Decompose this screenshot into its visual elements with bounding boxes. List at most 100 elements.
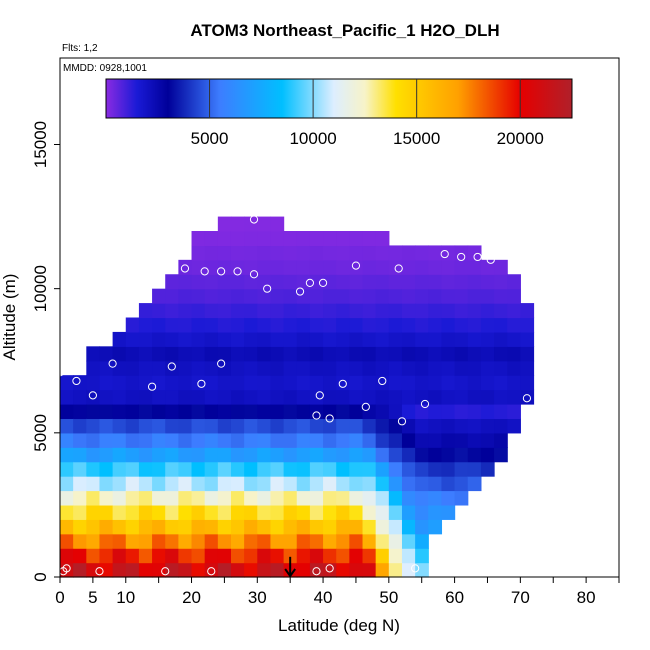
heatmap-cell xyxy=(99,562,114,578)
heatmap-cell xyxy=(480,404,495,420)
heatmap-cell xyxy=(112,476,127,492)
observation-point xyxy=(95,567,104,576)
heatmap-cell xyxy=(309,231,324,247)
heatmap-cell xyxy=(323,259,337,275)
heatmap-cell xyxy=(217,317,232,333)
heatmap-cell xyxy=(99,346,114,362)
heatmap-cell xyxy=(165,375,179,391)
heatmap-cell xyxy=(388,274,403,290)
observation-point xyxy=(325,414,334,423)
heatmap-cell xyxy=(191,389,206,405)
heatmap-cell xyxy=(125,389,140,405)
heatmap-cell xyxy=(415,346,429,362)
heatmap-cell xyxy=(270,274,285,290)
x-tick-label: 80 xyxy=(577,588,596,607)
heatmap-cell xyxy=(270,375,285,391)
heatmap-cell xyxy=(244,303,258,319)
heatmap-cell xyxy=(86,418,101,434)
heatmap-cell xyxy=(349,432,364,448)
heatmap-cell xyxy=(283,231,298,247)
heatmap-cell xyxy=(178,476,193,492)
heatmap-cell xyxy=(204,317,219,333)
heatmap-cell xyxy=(467,375,482,391)
heatmap-cell xyxy=(125,331,140,347)
heatmap-cell xyxy=(362,317,377,333)
heatmap-cell xyxy=(428,461,443,477)
heatmap-cell xyxy=(415,303,429,319)
heatmap-cell xyxy=(309,519,324,535)
heatmap-cell xyxy=(309,562,324,578)
heatmap-cell xyxy=(336,490,350,506)
heatmap-cell xyxy=(230,447,245,463)
heatmap-cell xyxy=(283,274,298,290)
heatmap-cell xyxy=(375,259,390,275)
heatmap-cell xyxy=(191,404,206,420)
heatmap-cell xyxy=(349,533,364,549)
heatmap-cell xyxy=(507,274,521,290)
heatmap-cell xyxy=(125,562,140,578)
heatmap-cell xyxy=(323,418,337,434)
heatmap-cell xyxy=(349,548,364,564)
heatmap-cell xyxy=(178,562,193,578)
heatmap-cell xyxy=(480,375,495,391)
heatmap-cell xyxy=(244,216,258,232)
heatmap-cell xyxy=(467,346,482,362)
heatmap-cell xyxy=(454,346,469,362)
heatmap-cell xyxy=(375,548,390,564)
colorbar-tick-label: 20000 xyxy=(497,129,544,148)
heatmap-cell xyxy=(191,447,206,463)
heatmap-cell xyxy=(388,476,403,492)
heatmap-cell xyxy=(296,389,311,405)
observation-point xyxy=(411,564,420,573)
heatmap-cell xyxy=(257,519,272,535)
heatmap-cell xyxy=(401,317,416,333)
heatmap-cell xyxy=(152,533,166,549)
heatmap-cell xyxy=(152,476,166,492)
heatmap-cell xyxy=(217,490,232,506)
heatmap-cell xyxy=(441,476,456,492)
heatmap-cell xyxy=(323,317,337,333)
heatmap-cell xyxy=(178,375,193,391)
heatmap-cell xyxy=(191,432,206,448)
heatmap-cell xyxy=(244,548,258,564)
heatmap-cell xyxy=(467,331,482,347)
heatmap-cell xyxy=(375,519,390,535)
heatmap-cell xyxy=(441,346,456,362)
heatmap-cell xyxy=(323,245,337,261)
x-tick-label: 60 xyxy=(445,588,464,607)
heatmap-cell xyxy=(257,245,272,261)
heatmap-cell xyxy=(217,231,232,247)
heatmap-cell xyxy=(165,389,179,405)
heatmap-cell xyxy=(270,216,285,232)
heatmap-cell xyxy=(178,274,193,290)
heatmap-cell xyxy=(257,461,272,477)
heatmap-cell xyxy=(401,519,416,535)
heatmap-cell xyxy=(230,331,245,347)
heatmap-cell xyxy=(415,274,429,290)
heatmap-cell xyxy=(415,360,429,376)
heatmap-cell xyxy=(309,360,324,376)
heatmap-cell xyxy=(191,231,206,247)
heatmap-cell xyxy=(494,288,508,304)
y-tick-label: 0 xyxy=(31,572,50,581)
heatmap-cell xyxy=(336,447,350,463)
observation-point xyxy=(88,391,97,400)
heatmap-cell xyxy=(257,303,272,319)
heatmap-cell xyxy=(296,288,311,304)
heatmap-cell xyxy=(244,346,258,362)
heatmap-cell xyxy=(125,533,140,549)
heatmap-cell xyxy=(217,331,232,347)
heatmap-cell xyxy=(165,274,179,290)
heatmap-cell xyxy=(349,288,364,304)
heatmap-cell xyxy=(336,288,350,304)
heatmap-cell xyxy=(336,548,350,564)
heatmap-cell xyxy=(73,389,87,405)
heatmap-cell xyxy=(401,490,416,506)
heatmap-cell xyxy=(204,519,219,535)
observation-point xyxy=(161,567,170,576)
heatmap-cell xyxy=(270,331,285,347)
heatmap-cell xyxy=(362,476,377,492)
observation-point xyxy=(318,278,328,287)
heatmap-cell xyxy=(388,533,403,549)
heatmap-cell xyxy=(60,432,74,448)
